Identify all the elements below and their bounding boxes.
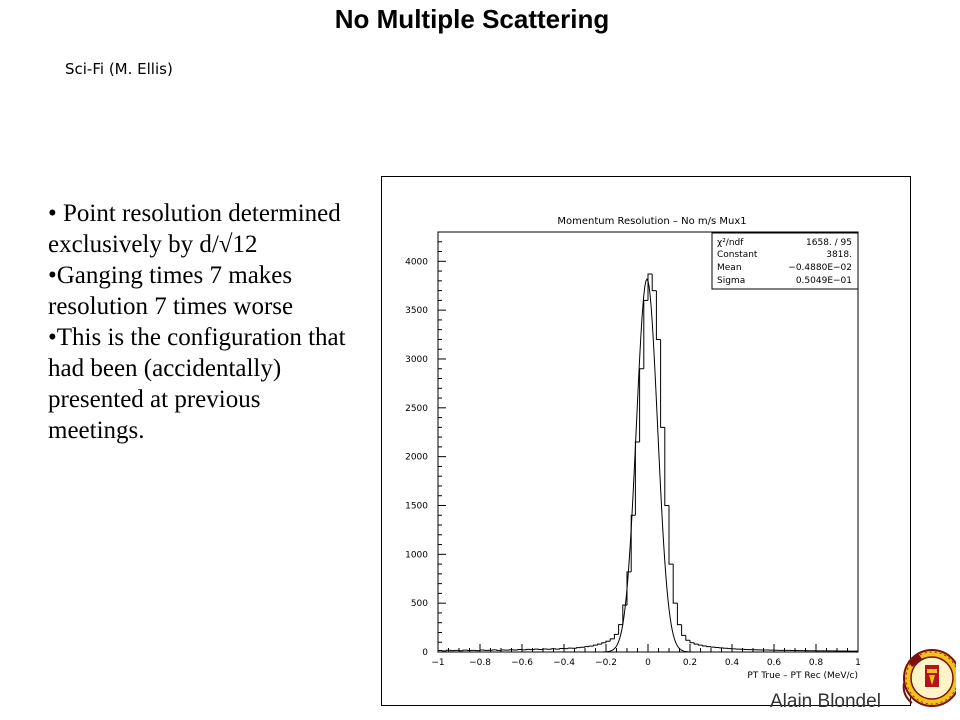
x-tick-label: −0.4	[553, 658, 575, 668]
slide-title: No Multiple Scattering	[334, 4, 610, 34]
histogram-bin	[445, 649, 451, 651]
bullet-ganging: •Ganging times 7 makes resolution 7 time…	[48, 262, 294, 320]
x-tick-label: −0.8	[469, 658, 491, 668]
x-tick-label: 0.2	[683, 658, 697, 668]
histogram-bin	[668, 505, 674, 565]
x-tick-label: −0.2	[595, 658, 617, 668]
histogram-bin	[697, 644, 703, 646]
histogram-bin	[613, 633, 619, 639]
histogram-bin	[660, 339, 665, 428]
histogram-bin	[618, 624, 623, 635]
histogram-bin	[672, 564, 678, 604]
histogram-bin	[651, 274, 657, 292]
histogram-bin	[676, 603, 682, 626]
y-tick-label: 2000	[405, 453, 428, 463]
slide-subtitle: Sci-Fi (M. Ellis)	[65, 60, 173, 78]
y-tick-label: 1500	[405, 501, 428, 511]
histogram-bin	[592, 644, 598, 647]
histogram-bin	[664, 427, 669, 506]
histogram-bin	[655, 290, 661, 340]
bullet-configuration: •This is the configuration that had been…	[48, 324, 346, 444]
x-tick-label: 1	[855, 658, 861, 668]
y-tick-label: 3000	[405, 355, 428, 365]
histogram-bin	[702, 645, 707, 647]
university-seal-icon	[902, 649, 956, 707]
x-tick-label: 0.8	[809, 658, 824, 668]
bullet-point-resolution: • Point resolution determined exclusivel…	[48, 200, 341, 258]
histogram-bin	[567, 647, 573, 649]
histogram-bin	[643, 299, 648, 369]
y-tick-label: 500	[411, 599, 428, 609]
stats-chi2-value: 1658. / 95	[806, 238, 852, 248]
stats-constant-label: Constant	[717, 250, 758, 260]
histogram-chart: Momentum Resolution – No m/s Mux1 −1 −0.8…	[381, 176, 911, 706]
chart-title: Momentum Resolution – No m/s Mux1	[557, 216, 746, 227]
stats-constant-value: 3818.	[826, 250, 852, 260]
x-tick-label: 0.6	[767, 658, 782, 668]
histogram-svg: Momentum Resolution – No m/s Mux1 −1 −0.8…	[405, 216, 861, 681]
histogram-layer	[437, 273, 858, 652]
histogram-bin	[693, 642, 699, 645]
x-tick-label: −0.6	[511, 658, 533, 668]
x-tick-label: 0.4	[725, 658, 740, 668]
stats-box-border	[711, 232, 859, 290]
histogram-bin	[634, 441, 640, 516]
histogram-bin	[601, 642, 606, 645]
histogram-bin	[630, 514, 636, 572]
x-tick-label: −1	[431, 658, 444, 668]
y-tick-label: 2500	[405, 404, 428, 414]
histogram-bin	[605, 640, 611, 643]
histogram-bin	[609, 638, 615, 642]
stats-mean-value: −0.4880E−02	[788, 263, 852, 273]
author-name: Alain Blondel	[770, 691, 881, 712]
histogram-bin	[706, 645, 711, 648]
histogram-bin	[685, 635, 690, 641]
stats-sigma-value: 0.5049E−01	[796, 276, 852, 286]
histogram-bin	[639, 368, 644, 442]
x-axis-label: PT True – PT Rec (MeV/c)	[747, 671, 858, 681]
y-tick-label: 4000	[405, 257, 428, 267]
y-tick-label: 1000	[405, 550, 428, 560]
histogram-bin	[626, 571, 632, 606]
histogram-bin	[597, 643, 602, 646]
histogram-bin	[647, 273, 653, 301]
stats-mean-label: Mean	[717, 263, 742, 273]
histogram-bin	[576, 647, 581, 649]
x-tick-label: 0	[645, 658, 651, 668]
histogram-bin	[479, 649, 485, 651]
histogram-bin	[559, 647, 564, 650]
histogram-bin	[462, 649, 468, 651]
y-tick-label: 0	[422, 648, 428, 658]
y-tick-label: 3500	[405, 306, 428, 316]
stats-box: χ²/ndf 1658. / 95 Constant 3818. Mean −0…	[711, 232, 859, 290]
stats-sigma-label: Sigma	[717, 276, 745, 286]
stats-chi2-label: χ²/ndf	[717, 238, 744, 248]
fit-layer	[438, 278, 858, 653]
histogram-bin	[681, 624, 686, 636]
histogram-bin	[689, 640, 695, 644]
bullet-list: • Point resolution determined exclusivel…	[48, 198, 348, 446]
gaussian-fit-curve	[438, 278, 858, 653]
axes-layer: −1 −0.8 −0.6 −0.4 −0.2 0 0.2 0.4 0.6 0.8 1 0 500 1000…	[405, 231, 861, 668]
histogram-bin	[584, 646, 590, 648]
